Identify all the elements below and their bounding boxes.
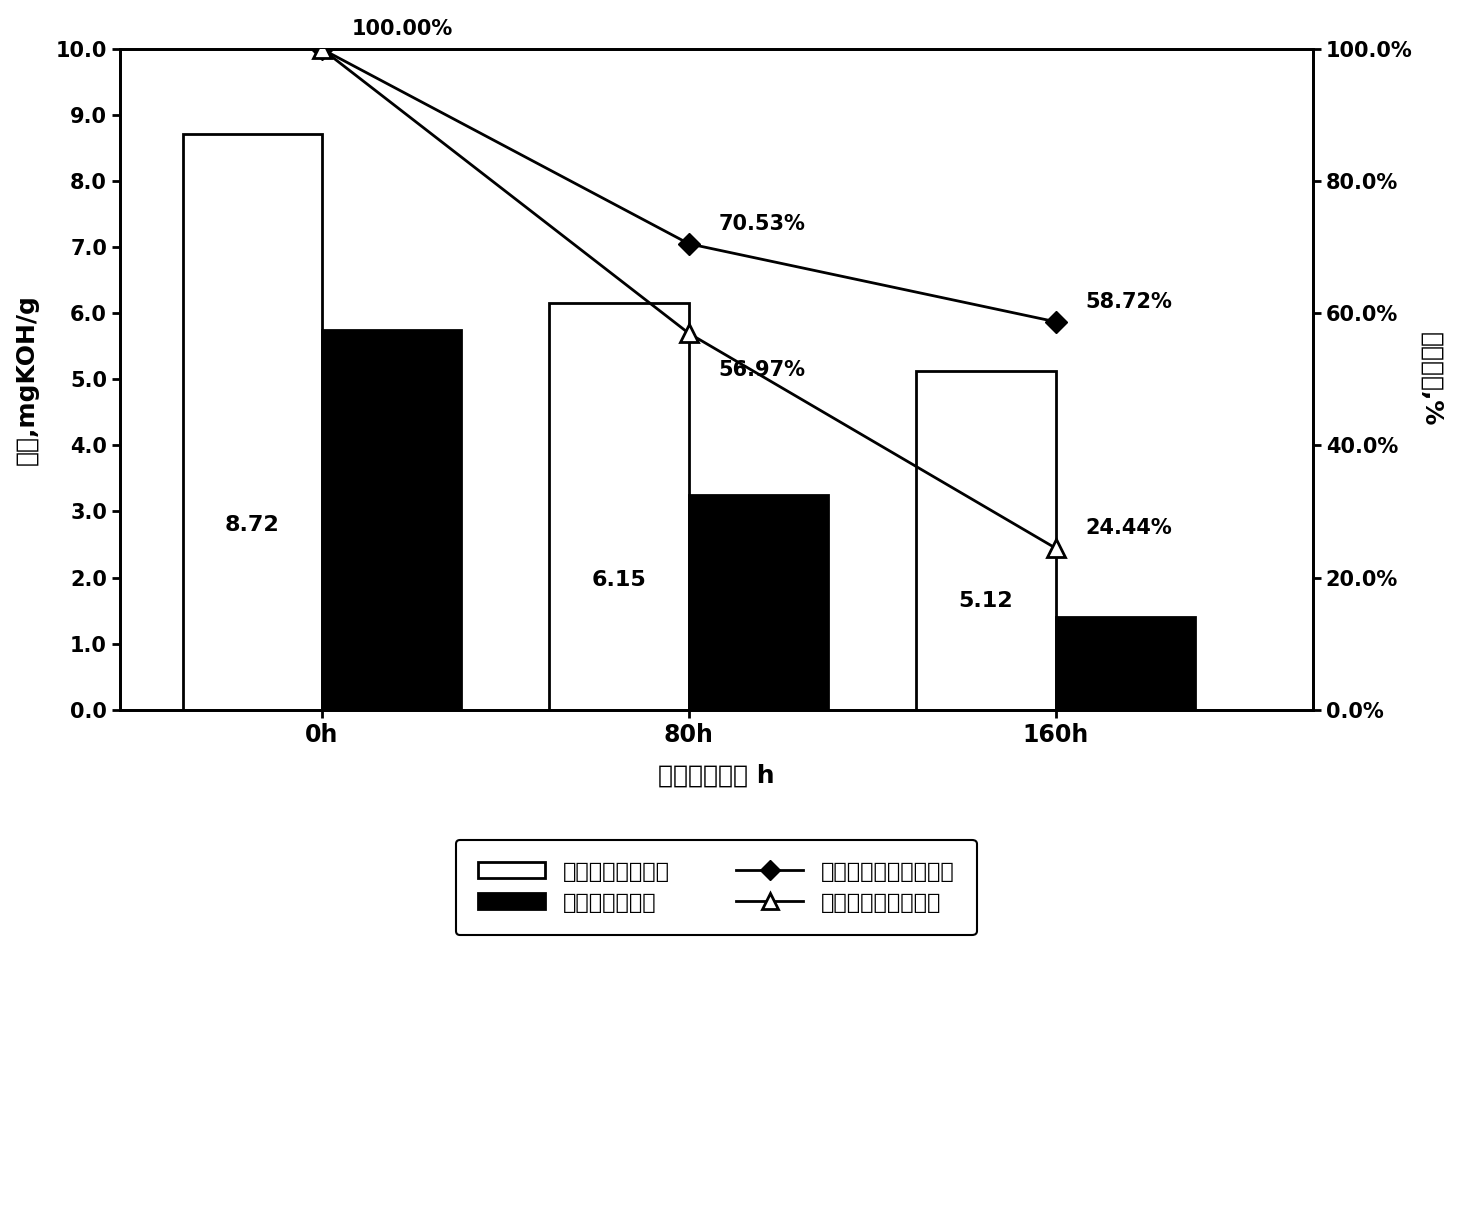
Text: 6.15: 6.15 <box>592 570 646 589</box>
Bar <box>688 495 828 710</box>
Text: 70.53%: 70.53% <box>719 214 805 234</box>
Y-axis label: 碱保持性,%: 碱保持性,% <box>1419 332 1443 427</box>
Text: 24.44%: 24.44% <box>1085 518 1172 538</box>
Bar <box>1056 617 1196 710</box>
Text: 5.12: 5.12 <box>959 592 1013 611</box>
Text: 100.00%: 100.00% <box>351 20 452 39</box>
Y-axis label: 碱值,mgKOH/g: 碱值,mgKOH/g <box>15 294 39 465</box>
Legend: 本发明润滑油碱值, 参比润滑油碱值, 本发明润滑油碱保持性, 参比润滑油碱保持性: 本发明润滑油碱值, 参比润滑油碱值, 本发明润滑油碱保持性, 参比润滑油碱保持性 <box>456 839 977 936</box>
Bar <box>550 304 688 710</box>
Text: 8.72: 8.72 <box>225 515 280 536</box>
X-axis label: 油品老化时间 h: 油品老化时间 h <box>658 764 774 787</box>
Text: 56.97%: 56.97% <box>719 360 805 379</box>
Bar <box>916 371 1056 710</box>
Bar <box>182 134 322 710</box>
Text: 58.72%: 58.72% <box>1085 292 1172 312</box>
Bar <box>322 329 461 710</box>
